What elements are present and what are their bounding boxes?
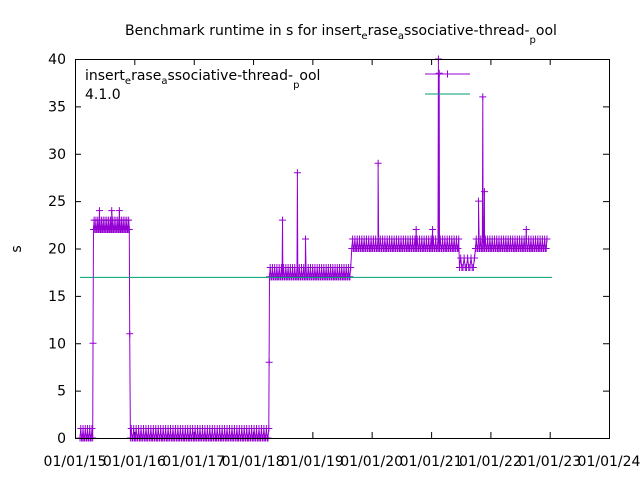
series-1-point-18 xyxy=(89,339,97,347)
y-tick-label-7: 35 xyxy=(48,99,66,115)
series-1-point-537 xyxy=(479,93,487,101)
y-tick-label-3: 15 xyxy=(48,289,66,305)
x-tick-label-3: 01/01/18 xyxy=(222,454,285,470)
series-1-point-305 xyxy=(302,235,310,243)
chart-title-prefix: Benchmark runtime in s for insert xyxy=(125,23,362,39)
x-axis: 01/01/1501/01/1601/01/1701/01/1801/01/19… xyxy=(44,59,640,470)
chart-title-mid-2: ssociative-thread- xyxy=(404,23,530,39)
x-tick-label-4: 01/01/19 xyxy=(281,454,344,470)
series-1-point-485 xyxy=(435,69,443,77)
series-1-point-29 xyxy=(96,207,104,215)
series-1-point-252 xyxy=(265,425,273,433)
y-axis-label: s xyxy=(9,245,25,252)
chart-title-mid-1: rase xyxy=(368,23,398,39)
series-1-point-293 xyxy=(293,169,301,177)
x-tick-label-1: 01/01/16 xyxy=(103,454,166,470)
series-1-point-366 xyxy=(347,263,355,271)
y-tick-label-1: 5 xyxy=(57,384,66,400)
y-tick-label-6: 30 xyxy=(48,147,66,163)
series-1-point-531 xyxy=(475,197,483,205)
x-tick-label-2: 01/01/17 xyxy=(162,454,225,470)
x-tick-label-5: 01/01/20 xyxy=(340,454,403,470)
chart-title-sub-3: p xyxy=(530,35,536,46)
legend-label-sub-1: e xyxy=(125,76,131,87)
y-tick-label-5: 25 xyxy=(48,194,66,210)
series-1-point-80 xyxy=(125,216,133,224)
legend-label-series-2: 4.1.0 xyxy=(85,87,121,103)
plot-series xyxy=(76,55,552,442)
x-tick-label-0: 01/01/15 xyxy=(44,454,107,470)
legend-label-end: ool xyxy=(299,68,320,84)
x-tick-label-6: 01/01/21 xyxy=(400,454,463,470)
series-1-point-510 xyxy=(454,245,462,252)
y-tick-label-4: 20 xyxy=(48,242,66,258)
x-tick-label-9: 01/01/24 xyxy=(578,454,640,470)
y-axis: 0 5 10 15 20 25 30 35 40 xyxy=(48,52,609,447)
series-1-point-51 xyxy=(108,207,116,215)
y-tick-label-8: 40 xyxy=(48,52,66,68)
legend-label-mid-1: rase xyxy=(131,68,161,84)
y-tick-label-0: 0 xyxy=(57,431,66,447)
chart-title-end: ool xyxy=(536,23,557,39)
series-1-point-452 xyxy=(412,226,420,234)
series-1-point-623 xyxy=(542,245,550,252)
series-1-point-524 xyxy=(469,263,477,271)
series-1-point-402 xyxy=(374,159,382,167)
series-1-point-272 xyxy=(278,216,286,224)
legend-label-series-1: inserteraseassociative-thread-pool xyxy=(85,68,320,91)
series-1-point-540 xyxy=(480,188,488,196)
legend-label-sub-3: p xyxy=(293,80,299,91)
legend-label-prefix: insert xyxy=(85,68,125,84)
chart-title-sub-1: e xyxy=(361,31,367,42)
legend-label-sub-2: a xyxy=(161,76,167,87)
series-1-point-596 xyxy=(522,226,530,234)
series-1-point-81 xyxy=(125,226,133,234)
series-1-point-474 xyxy=(429,226,437,234)
x-tick-label-8: 01/01/23 xyxy=(518,454,581,470)
series-1-point-64 xyxy=(115,207,123,215)
series-1-point-525 xyxy=(470,254,478,262)
series-1-point-511 xyxy=(455,235,463,243)
x-tick-label-7: 01/01/22 xyxy=(459,454,522,470)
legend-label-mid-2: ssociative-thread- xyxy=(167,68,293,84)
legend-marker-series-1 xyxy=(444,70,451,78)
chart-title: Benchmark runtime in s for inserteraseas… xyxy=(125,23,557,46)
series-1-point-253 xyxy=(265,358,273,366)
chart-title-sub-2: a xyxy=(398,31,404,42)
plot-frame xyxy=(75,59,610,439)
series-1-point-624 xyxy=(543,235,551,243)
series-1-point-16 xyxy=(88,425,96,433)
series-1-point-82 xyxy=(126,330,134,338)
series-1 xyxy=(76,55,551,442)
legend: inserteraseassociative-thread-pool 4.1.0 xyxy=(85,68,470,103)
y-tick-label-2: 10 xyxy=(48,336,66,352)
